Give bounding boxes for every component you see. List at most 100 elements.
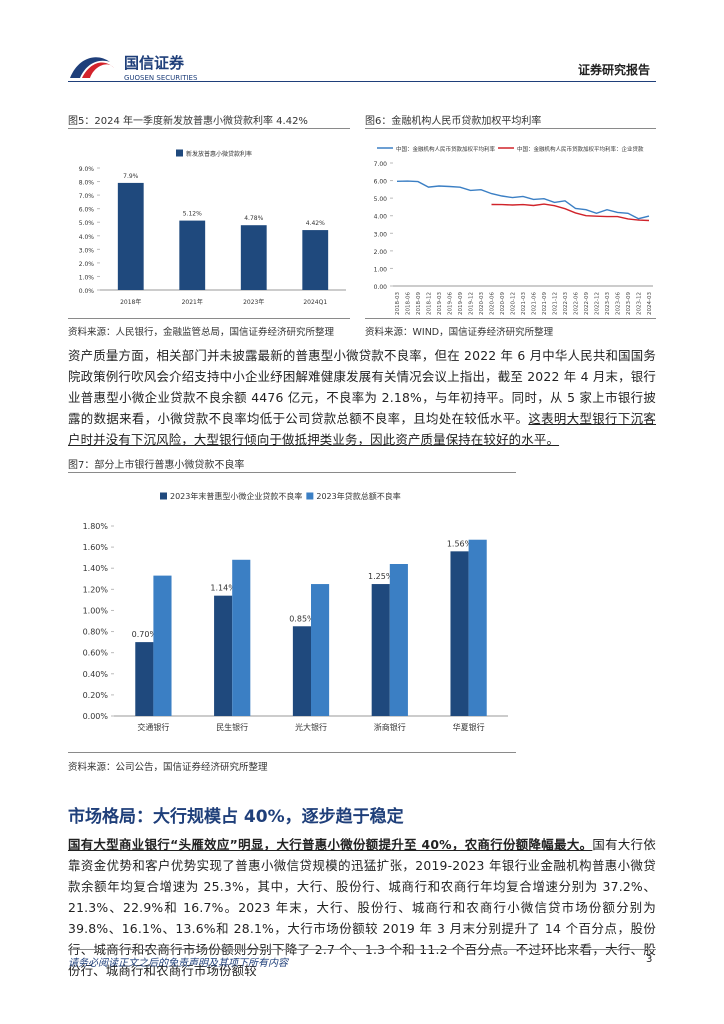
legend-label: 新发放普惠小微贷款利率 — [186, 150, 252, 158]
x-tick-label: 2019-09 — [458, 292, 464, 315]
x-tick-label: 2018年 — [120, 298, 141, 306]
y-tick-label: 2.00 — [374, 249, 388, 256]
disclaimer: 请务必阅读正文之后的免责声明及其项下所有内容 — [68, 958, 288, 969]
x-tick-label: 2022-12 — [595, 292, 601, 315]
x-tick-label: 2018-03 — [395, 292, 401, 315]
y-tick-label: 0.40% — [83, 670, 109, 679]
paragraph-emphasis: 国有大型商业银行“头雁效应”明显，大行普惠小微份额提升至 40%，农商行份额降幅… — [68, 837, 593, 852]
legend-label: 中国：金融机构人民币贷款加权平均利率：企业贷款 — [517, 145, 644, 153]
y-tick-label: 3.00 — [374, 231, 388, 238]
bar — [371, 584, 390, 716]
x-tick-label: 2018-06 — [406, 292, 412, 315]
x-tick-label: 交通银行 — [137, 722, 169, 732]
legend-label: 2023年贷款总额不良率 — [316, 491, 400, 501]
figure-rule — [68, 318, 350, 319]
x-tick-label: 2018-12 — [427, 292, 433, 315]
y-tick-label: 1.60% — [83, 543, 109, 552]
figure-title: 图5：2024 年一季度新发放普惠小微贷款利率 4.42% — [68, 116, 308, 127]
figure-rule — [68, 128, 350, 129]
y-tick-label: 6.0% — [79, 207, 95, 214]
x-tick-label: 2023-06 — [616, 292, 622, 315]
legend-swatch — [160, 492, 167, 500]
paragraph-text: 资产质量方面，相关部门并未披露最新的普惠型小微贷款不良率，但在 2022 年 6… — [68, 348, 656, 426]
figure-title: 图7：部分上市银行普惠小微贷款不良率 — [68, 460, 245, 471]
paragraph: 国有大型商业银行“头雁效应”明显，大行普惠小微份额提升至 40%，农商行份额降幅… — [68, 834, 656, 981]
figure-rule — [365, 128, 656, 129]
legend-label: 中国：金融机构人民币贷款加权平均利率 — [396, 145, 496, 153]
y-tick-label: 5.0% — [79, 220, 95, 227]
x-tick-label: 2020-12 — [511, 292, 517, 315]
x-tick-label: 2021-12 — [553, 292, 559, 315]
paragraph-underlined: 这表明大型银行下沉客户时并没有下沉风险，大型银行倾向于做抵押类业务，因此资产质量… — [68, 411, 657, 447]
chart: 0.0% 1.0% 2.0% 3.0% 4.0% 5.0% 6.0% 7.0% 8.0% 9.0%… — [79, 149, 346, 306]
y-tick-label: 0.20% — [83, 691, 109, 700]
bar — [468, 539, 487, 716]
y-tick-label: 1.00% — [83, 606, 109, 615]
data-label: 1.14% — [210, 584, 236, 593]
y-tick-label: 3.0% — [79, 247, 95, 254]
y-tick-label: 7.0% — [79, 193, 95, 200]
x-tick-label: 2019-06 — [448, 292, 454, 315]
x-tick-label: 2021-09 — [542, 292, 548, 315]
page-number: 3 — [646, 954, 653, 965]
x-tick-label: 2023-03 — [605, 292, 611, 315]
legend-swatch — [176, 149, 183, 157]
footer-rule — [68, 949, 656, 950]
y-tick-label: 0.0% — [79, 288, 95, 295]
bar — [153, 575, 172, 716]
bar — [240, 225, 267, 290]
x-tick-label: 2024-03 — [647, 292, 653, 315]
y-tick-label: 2.0% — [79, 261, 95, 268]
figure-rule — [68, 752, 516, 753]
y-tick-label: 8.0% — [79, 180, 95, 187]
figure-title: 图6：金融机构人民币贷款加权平均利率 — [365, 116, 542, 127]
y-tick-label: 1.00 — [374, 266, 388, 273]
bar — [117, 182, 144, 290]
y-tick-label: 5.00 — [374, 196, 388, 203]
x-tick-label: 2022-09 — [584, 292, 590, 315]
bar — [389, 564, 408, 716]
source-note: 资料来源：WIND，国信证券经济研究所整理 — [365, 327, 554, 338]
data-label: 7.9% — [123, 173, 139, 180]
data-label: 0.70% — [132, 630, 158, 639]
x-tick-label: 2022-03 — [563, 292, 569, 315]
figure-rule — [365, 318, 656, 319]
header-rule — [68, 81, 656, 82]
x-tick-label: 2020-06 — [490, 292, 496, 315]
bar — [302, 230, 329, 290]
bar — [311, 584, 330, 716]
line — [491, 203, 650, 222]
x-tick-label: 2021-03 — [521, 292, 527, 315]
bar — [232, 559, 251, 716]
x-tick-label: 2021-06 — [532, 292, 538, 315]
y-tick-label: 4.00 — [374, 214, 388, 221]
x-tick-label: 2023-12 — [637, 292, 643, 315]
data-label: 0.85% — [289, 614, 315, 623]
legend-label: 2023年末普惠型小微企业贷款不良率 — [170, 491, 302, 501]
data-label: 1.56% — [447, 539, 473, 548]
bar — [135, 642, 154, 716]
y-tick-label: 1.80% — [83, 522, 109, 531]
y-tick-label: 4.0% — [79, 234, 95, 241]
y-tick-label: 0.00 — [374, 284, 388, 291]
paragraph-text: 国有大行依靠资金优势和客户优势实现了普惠小微信贷规模的迅猛扩张，2019-202… — [68, 837, 656, 978]
logo: 国信证券 GUOSEN SECURITIES — [70, 54, 198, 82]
data-label: 5.12% — [183, 211, 202, 218]
figure-rule — [68, 472, 516, 473]
x-tick-label: 2020-09 — [500, 292, 506, 315]
x-tick-label: 2019-12 — [469, 292, 475, 315]
x-tick-label: 2023年 — [243, 298, 264, 306]
logo-english: GUOSEN SECURITIES — [124, 74, 198, 82]
bar — [214, 595, 233, 716]
x-tick-label: 2018-09 — [416, 292, 422, 315]
section-heading: 市场格局：大行规模占 40%，逐步趋于稳定 — [68, 807, 404, 827]
bar — [179, 220, 206, 290]
y-tick-label: 1.0% — [79, 274, 95, 281]
bar — [450, 551, 469, 716]
x-tick-label: 2022-06 — [574, 292, 580, 315]
y-tick-label: 1.40% — [83, 564, 109, 573]
x-tick-label: 浙商银行 — [374, 722, 406, 732]
y-tick-label: 7.00 — [374, 161, 388, 168]
data-label: 4.78% — [244, 215, 263, 222]
